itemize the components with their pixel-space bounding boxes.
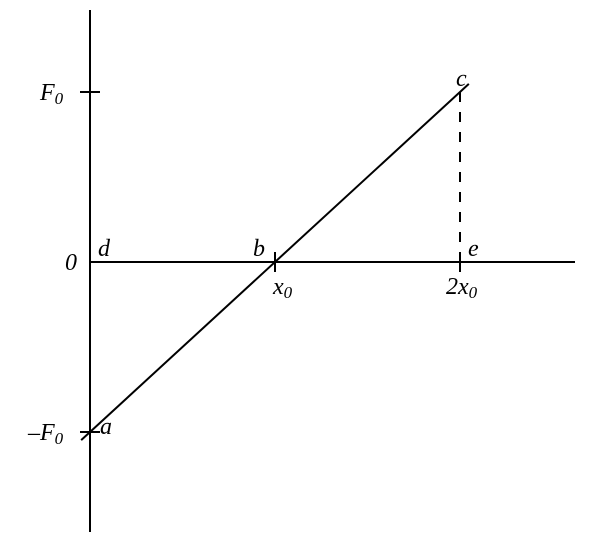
pt-d: d <box>98 236 111 262</box>
pt-b: b <box>253 236 265 262</box>
pt-c: c <box>456 66 467 92</box>
ylabel-negF0: –F0 <box>27 420 64 448</box>
pt-e: e <box>468 236 479 262</box>
pt-a: a <box>100 414 112 440</box>
xlabel-2x0: 2x0 <box>446 274 478 302</box>
ylabel-0: 0 <box>65 250 77 276</box>
xlabel-x0: x0 <box>272 274 293 302</box>
ylabel-F0: F0 <box>39 80 64 108</box>
